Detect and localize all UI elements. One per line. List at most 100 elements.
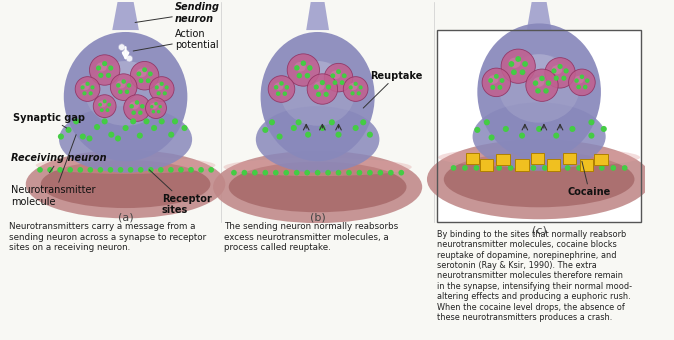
- Ellipse shape: [438, 148, 640, 167]
- FancyBboxPatch shape: [516, 159, 528, 171]
- Ellipse shape: [81, 83, 90, 90]
- Circle shape: [188, 167, 194, 173]
- FancyBboxPatch shape: [580, 159, 593, 171]
- Circle shape: [47, 167, 53, 173]
- Ellipse shape: [40, 160, 210, 208]
- Circle shape: [178, 167, 184, 173]
- Circle shape: [154, 102, 158, 105]
- Circle shape: [269, 119, 275, 125]
- Circle shape: [142, 67, 147, 72]
- Circle shape: [109, 132, 115, 138]
- Circle shape: [340, 80, 344, 85]
- Circle shape: [508, 165, 514, 171]
- Circle shape: [294, 65, 300, 71]
- Circle shape: [139, 78, 144, 83]
- Ellipse shape: [575, 76, 584, 84]
- Circle shape: [332, 80, 338, 85]
- Circle shape: [357, 91, 361, 96]
- Circle shape: [115, 135, 121, 141]
- Ellipse shape: [482, 68, 511, 97]
- Ellipse shape: [123, 95, 150, 121]
- Circle shape: [274, 85, 278, 89]
- Circle shape: [319, 125, 326, 131]
- Circle shape: [118, 89, 123, 94]
- Circle shape: [98, 73, 103, 78]
- Circle shape: [330, 73, 335, 78]
- Circle shape: [279, 81, 284, 86]
- Circle shape: [158, 105, 162, 108]
- Circle shape: [313, 84, 319, 90]
- Circle shape: [152, 110, 155, 114]
- Circle shape: [494, 74, 499, 79]
- Circle shape: [138, 110, 143, 115]
- Ellipse shape: [301, 61, 335, 81]
- Circle shape: [231, 170, 237, 175]
- Circle shape: [336, 69, 341, 74]
- Circle shape: [106, 108, 109, 112]
- Text: Action
potential: Action potential: [133, 29, 218, 51]
- Circle shape: [150, 105, 154, 108]
- Circle shape: [535, 88, 541, 94]
- Ellipse shape: [324, 63, 353, 92]
- Ellipse shape: [552, 65, 562, 74]
- Circle shape: [326, 170, 331, 175]
- Circle shape: [168, 132, 175, 138]
- Circle shape: [551, 68, 557, 73]
- Circle shape: [611, 165, 616, 171]
- Ellipse shape: [314, 81, 325, 90]
- Ellipse shape: [349, 83, 357, 90]
- Circle shape: [136, 71, 142, 76]
- Circle shape: [94, 124, 100, 130]
- Ellipse shape: [93, 95, 116, 118]
- Circle shape: [532, 80, 539, 86]
- Circle shape: [86, 82, 90, 86]
- Circle shape: [106, 73, 111, 78]
- Circle shape: [360, 119, 366, 125]
- Ellipse shape: [150, 103, 158, 109]
- Ellipse shape: [117, 81, 125, 88]
- Circle shape: [131, 110, 136, 115]
- Ellipse shape: [569, 69, 595, 96]
- Ellipse shape: [36, 157, 216, 174]
- Circle shape: [563, 68, 569, 73]
- Circle shape: [359, 85, 363, 89]
- Circle shape: [357, 170, 363, 175]
- Circle shape: [107, 103, 111, 107]
- Circle shape: [301, 61, 306, 66]
- Circle shape: [491, 85, 495, 90]
- Ellipse shape: [86, 61, 166, 126]
- Circle shape: [119, 44, 125, 51]
- Text: By binding to the sites that normally reabsorb
neurotransmitter molecules, cocai: By binding to the sites that normally re…: [437, 230, 632, 322]
- Circle shape: [353, 125, 359, 131]
- Circle shape: [516, 56, 521, 62]
- Ellipse shape: [224, 158, 412, 176]
- Circle shape: [262, 127, 268, 133]
- Circle shape: [348, 85, 353, 89]
- Circle shape: [130, 118, 136, 124]
- FancyBboxPatch shape: [496, 154, 510, 165]
- Text: (c): (c): [532, 226, 547, 236]
- Circle shape: [137, 167, 144, 173]
- Ellipse shape: [107, 61, 144, 81]
- Polygon shape: [527, 2, 551, 30]
- Text: Receptor
sites: Receptor sites: [150, 170, 212, 215]
- Ellipse shape: [307, 74, 338, 104]
- Circle shape: [350, 91, 355, 96]
- Ellipse shape: [75, 76, 100, 101]
- Circle shape: [546, 80, 551, 86]
- Ellipse shape: [59, 106, 192, 173]
- Circle shape: [168, 167, 174, 173]
- Ellipse shape: [343, 76, 368, 101]
- Circle shape: [158, 167, 164, 173]
- Bar: [437, 30, 641, 222]
- FancyBboxPatch shape: [530, 153, 544, 164]
- Circle shape: [543, 88, 549, 94]
- Circle shape: [241, 170, 247, 175]
- Circle shape: [198, 167, 204, 173]
- Circle shape: [557, 64, 563, 69]
- Circle shape: [576, 165, 582, 171]
- Circle shape: [162, 91, 167, 96]
- Ellipse shape: [130, 62, 159, 90]
- Ellipse shape: [274, 82, 284, 90]
- Circle shape: [539, 76, 545, 81]
